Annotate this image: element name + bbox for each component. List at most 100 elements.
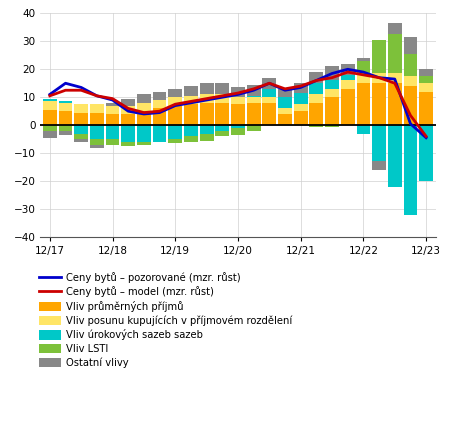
- Bar: [43, 101, 57, 110]
- Bar: [231, 128, 245, 135]
- Bar: [231, 125, 245, 128]
- Bar: [357, 83, 370, 125]
- Bar: [106, 139, 119, 145]
- Bar: [388, 83, 402, 125]
- Bar: [43, 131, 57, 138]
- Bar: [90, 125, 104, 139]
- Bar: [153, 125, 167, 142]
- Bar: [137, 103, 151, 111]
- Bar: [404, 76, 417, 86]
- Bar: [231, 104, 245, 125]
- Bar: [278, 109, 292, 114]
- Bar: [184, 104, 198, 125]
- Bar: [153, 100, 167, 109]
- Bar: [404, 37, 417, 54]
- Bar: [168, 105, 182, 125]
- Bar: [419, 125, 433, 181]
- Bar: [262, 97, 276, 103]
- Bar: [200, 125, 214, 134]
- Bar: [121, 114, 135, 125]
- Bar: [74, 139, 88, 142]
- Bar: [43, 110, 57, 125]
- Bar: [419, 83, 433, 92]
- Bar: [200, 94, 214, 103]
- Bar: [184, 96, 198, 104]
- Bar: [121, 99, 135, 105]
- Bar: [59, 131, 72, 135]
- Bar: [325, 97, 339, 125]
- Bar: [372, 161, 386, 170]
- Bar: [357, 58, 370, 61]
- Bar: [168, 89, 182, 97]
- Bar: [231, 97, 245, 104]
- Bar: [168, 139, 182, 143]
- Bar: [404, 125, 417, 215]
- Bar: [168, 125, 182, 139]
- Bar: [262, 89, 276, 97]
- Bar: [278, 97, 292, 109]
- Bar: [419, 92, 433, 125]
- Legend: Ceny bytů – pozorované (mzr. růst), Ceny bytů – model (mzr. růst), Vliv průměrný: Ceny bytů – pozorované (mzr. růst), Ceny…: [38, 271, 293, 369]
- Bar: [294, 83, 308, 93]
- Bar: [325, 67, 339, 80]
- Bar: [137, 125, 151, 142]
- Bar: [404, 54, 417, 76]
- Bar: [74, 134, 88, 139]
- Bar: [325, 125, 339, 127]
- Bar: [404, 86, 417, 125]
- Bar: [59, 111, 72, 125]
- Bar: [341, 75, 355, 80]
- Bar: [106, 114, 119, 125]
- Bar: [216, 103, 229, 125]
- Bar: [153, 109, 167, 125]
- Bar: [106, 103, 119, 105]
- Bar: [137, 94, 151, 103]
- Bar: [59, 125, 72, 131]
- Bar: [90, 139, 104, 145]
- Bar: [419, 69, 433, 76]
- Bar: [106, 105, 119, 114]
- Bar: [325, 80, 339, 89]
- Bar: [43, 125, 57, 131]
- Bar: [325, 89, 339, 97]
- Bar: [106, 125, 119, 139]
- Bar: [153, 92, 167, 100]
- Bar: [90, 113, 104, 125]
- Bar: [357, 125, 370, 134]
- Bar: [357, 75, 370, 83]
- Bar: [372, 40, 386, 73]
- Bar: [247, 97, 260, 103]
- Bar: [200, 103, 214, 125]
- Bar: [200, 83, 214, 94]
- Bar: [216, 131, 229, 136]
- Bar: [231, 88, 245, 97]
- Bar: [294, 111, 308, 125]
- Bar: [216, 125, 229, 131]
- Bar: [262, 103, 276, 125]
- Bar: [200, 134, 214, 140]
- Bar: [388, 73, 402, 83]
- Bar: [372, 125, 386, 161]
- Bar: [372, 73, 386, 83]
- Bar: [388, 125, 402, 187]
- Bar: [121, 125, 135, 142]
- Bar: [294, 93, 308, 104]
- Bar: [372, 83, 386, 125]
- Bar: [74, 104, 88, 113]
- Bar: [74, 113, 88, 125]
- Bar: [121, 105, 135, 114]
- Bar: [309, 94, 323, 103]
- Bar: [247, 125, 260, 131]
- Bar: [294, 104, 308, 111]
- Bar: [121, 142, 135, 146]
- Bar: [59, 103, 72, 111]
- Bar: [90, 145, 104, 148]
- Bar: [309, 103, 323, 125]
- Bar: [278, 114, 292, 125]
- Bar: [137, 111, 151, 125]
- Bar: [341, 89, 355, 125]
- Bar: [247, 84, 260, 96]
- Bar: [309, 72, 323, 83]
- Bar: [184, 86, 198, 96]
- Bar: [388, 34, 402, 73]
